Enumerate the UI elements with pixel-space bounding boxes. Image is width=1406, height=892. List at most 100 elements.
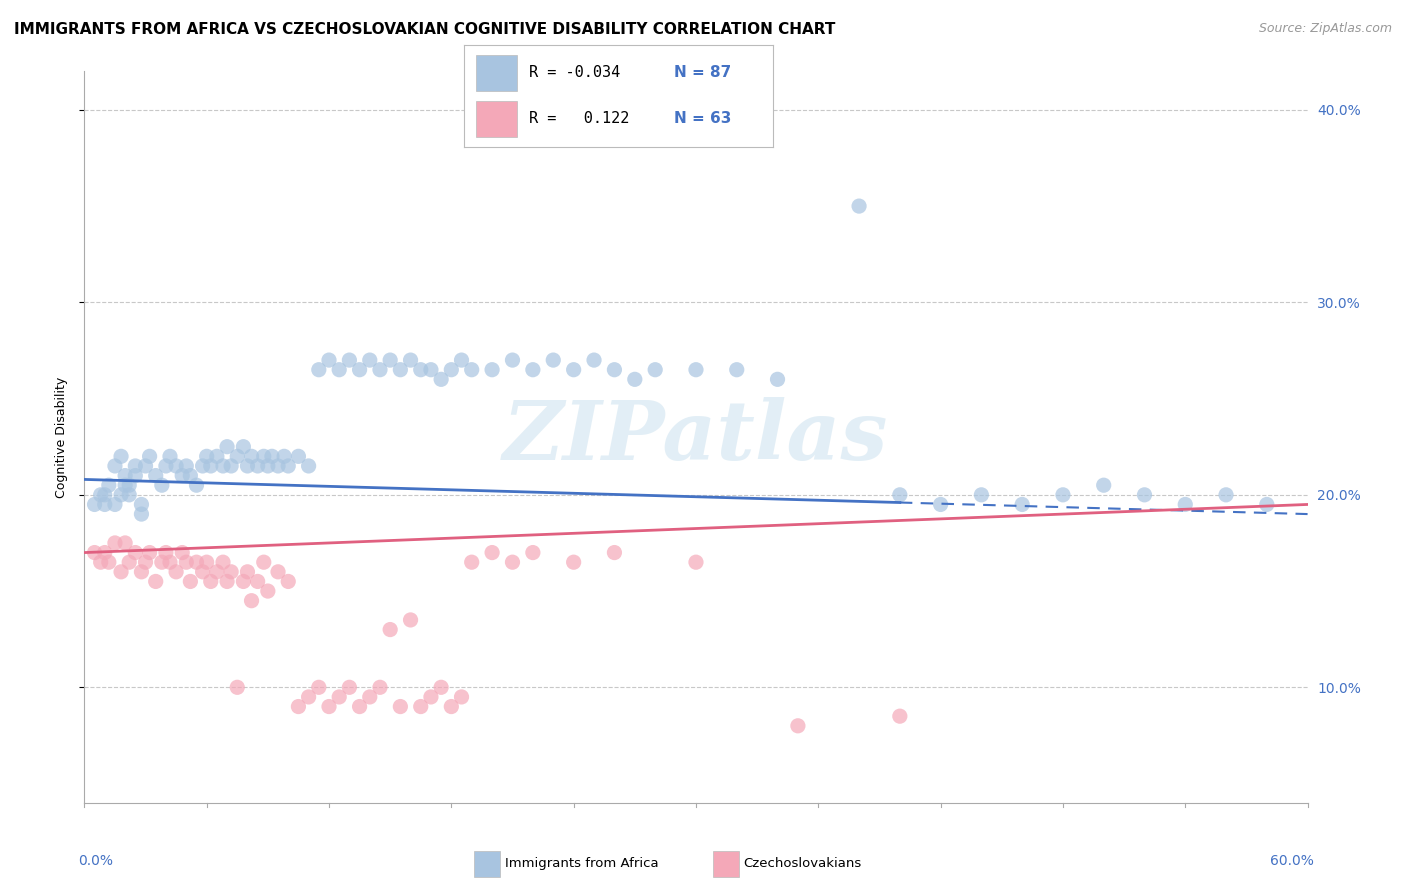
Point: [277, 458, 299, 473]
Point: [1174, 498, 1197, 512]
Y-axis label: Cognitive Disability: Cognitive Disability: [55, 376, 67, 498]
Point: [232, 574, 254, 589]
Point: [138, 450, 160, 464]
Point: [124, 545, 146, 559]
Point: [90, 555, 112, 569]
Point: [349, 362, 371, 376]
Point: [232, 440, 254, 454]
Point: [522, 545, 544, 559]
Point: [186, 555, 208, 569]
Point: [174, 555, 197, 569]
Text: R =   0.122: R = 0.122: [529, 112, 630, 127]
Point: [253, 555, 276, 569]
Point: [93, 545, 115, 559]
Point: [328, 362, 350, 376]
Point: [1256, 498, 1278, 512]
Point: [440, 362, 463, 376]
Point: [191, 458, 214, 473]
Point: [502, 555, 524, 569]
Text: N = 63: N = 63: [675, 112, 731, 127]
Point: [450, 690, 472, 704]
Point: [389, 362, 412, 376]
Point: [685, 555, 707, 569]
Point: [212, 458, 235, 473]
Point: [583, 353, 606, 368]
Point: [603, 362, 626, 376]
Point: [409, 362, 432, 376]
Point: [118, 478, 141, 492]
Point: [114, 468, 136, 483]
Point: [787, 719, 810, 733]
Point: [165, 565, 187, 579]
Point: [368, 362, 391, 376]
Point: [298, 690, 321, 704]
FancyBboxPatch shape: [477, 55, 516, 91]
FancyBboxPatch shape: [474, 851, 501, 877]
Point: [93, 498, 115, 512]
Point: [219, 565, 242, 579]
Point: [1133, 488, 1156, 502]
Point: [725, 362, 748, 376]
Point: [174, 458, 197, 473]
Point: [172, 545, 194, 559]
Point: [409, 699, 432, 714]
Point: [200, 458, 222, 473]
Point: [1092, 478, 1115, 492]
Point: [368, 681, 391, 695]
Point: [179, 574, 201, 589]
Point: [277, 574, 299, 589]
Point: [200, 574, 222, 589]
Point: [257, 584, 280, 599]
Point: [349, 699, 371, 714]
Point: [260, 450, 283, 464]
Point: [461, 362, 484, 376]
Point: [502, 353, 524, 368]
Point: [240, 593, 263, 607]
Point: [179, 468, 201, 483]
Point: [104, 458, 127, 473]
Point: [359, 353, 381, 368]
Point: [186, 478, 208, 492]
Point: [481, 545, 503, 559]
Point: [287, 450, 309, 464]
Point: [1215, 488, 1237, 502]
Point: [1011, 498, 1033, 512]
Point: [236, 458, 259, 473]
Point: [131, 498, 153, 512]
Point: [124, 458, 146, 473]
Point: [145, 468, 167, 483]
Point: [848, 199, 870, 213]
Text: ZIPatlas: ZIPatlas: [503, 397, 889, 477]
Point: [93, 488, 115, 502]
Point: [205, 450, 228, 464]
Point: [131, 507, 153, 521]
Point: [440, 699, 463, 714]
Point: [253, 450, 276, 464]
Point: [389, 699, 412, 714]
Point: [145, 574, 167, 589]
Point: [246, 458, 269, 473]
Point: [889, 488, 911, 502]
Point: [110, 450, 132, 464]
Point: [889, 709, 911, 723]
Point: [562, 555, 585, 569]
Point: [150, 478, 173, 492]
Point: [308, 362, 330, 376]
Point: [246, 574, 269, 589]
Point: [114, 478, 136, 492]
Point: [380, 353, 402, 368]
Point: [1052, 488, 1074, 502]
Point: [543, 353, 565, 368]
Point: [97, 478, 120, 492]
Point: [461, 555, 484, 569]
Point: [165, 458, 187, 473]
Point: [359, 690, 381, 704]
Point: [219, 458, 242, 473]
Point: [318, 353, 340, 368]
Point: [766, 372, 789, 386]
Point: [150, 555, 173, 569]
Point: [328, 690, 350, 704]
Point: [236, 565, 259, 579]
Point: [685, 362, 707, 376]
Point: [430, 681, 453, 695]
